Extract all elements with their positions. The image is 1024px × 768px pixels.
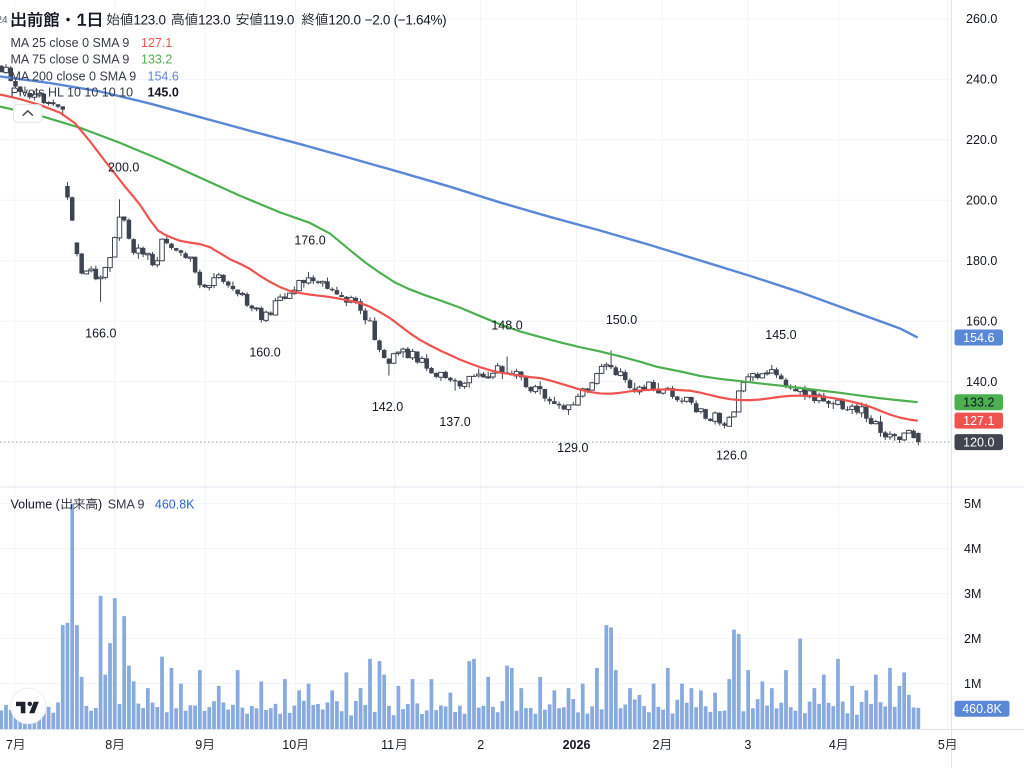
svg-text:4: 4 xyxy=(829,738,836,752)
svg-text:176.0: 176.0 xyxy=(294,234,325,248)
svg-text:137.0: 137.0 xyxy=(439,415,470,429)
svg-text:148.0: 148.0 xyxy=(491,318,522,332)
svg-text:154.6: 154.6 xyxy=(148,69,179,83)
svg-text:127.1: 127.1 xyxy=(963,414,994,428)
svg-text:): ) xyxy=(98,498,102,512)
svg-text:11: 11 xyxy=(381,738,394,752)
svg-text:10: 10 xyxy=(282,738,296,752)
svg-text:142.0: 142.0 xyxy=(372,400,403,414)
svg-text:−2.0 (−1.64%): −2.0 (−1.64%) xyxy=(365,12,447,27)
svg-text:127.1: 127.1 xyxy=(141,36,172,50)
svg-text:120.0: 120.0 xyxy=(963,435,994,449)
svg-text:2M: 2M xyxy=(964,632,981,646)
svg-text:8: 8 xyxy=(105,738,112,752)
svg-text:2: 2 xyxy=(477,738,484,752)
svg-text:133.2: 133.2 xyxy=(963,396,994,410)
svg-text:Volume (: Volume ( xyxy=(11,498,61,512)
svg-text:240.0: 240.0 xyxy=(966,73,997,87)
svg-text:123.0: 123.0 xyxy=(133,12,165,27)
svg-text:Pivots HL 10 10 10 10: Pivots HL 10 10 10 10 xyxy=(11,86,134,100)
svg-text:260.0: 260.0 xyxy=(966,12,997,26)
svg-text:MA 75 close 0 SMA 9: MA 75 close 0 SMA 9 xyxy=(11,53,130,67)
svg-text:460.8K: 460.8K xyxy=(962,702,1002,716)
svg-text:3M: 3M xyxy=(964,587,981,601)
svg-text:180.0: 180.0 xyxy=(966,254,997,268)
svg-text:7: 7 xyxy=(6,738,13,752)
svg-text:2: 2 xyxy=(653,738,660,752)
svg-text:140.0: 140.0 xyxy=(966,375,997,389)
svg-text:5M: 5M xyxy=(964,497,981,511)
svg-text:160.0: 160.0 xyxy=(249,346,280,360)
svg-text:126.0: 126.0 xyxy=(716,448,747,462)
svg-text:SMA 9: SMA 9 xyxy=(108,498,145,512)
svg-text:160.0: 160.0 xyxy=(966,315,997,329)
svg-text:200.0: 200.0 xyxy=(108,161,139,175)
svg-text:4M: 4M xyxy=(964,542,981,556)
svg-text:154.6: 154.6 xyxy=(963,331,994,345)
svg-text:119.0: 119.0 xyxy=(263,12,294,27)
svg-text:2026: 2026 xyxy=(563,738,591,752)
svg-text:123.0: 123.0 xyxy=(198,12,230,27)
svg-text:1M: 1M xyxy=(964,677,981,691)
svg-text:460.8K: 460.8K xyxy=(155,498,195,512)
svg-text:200.0: 200.0 xyxy=(966,194,997,208)
svg-text:3: 3 xyxy=(744,738,751,752)
svg-text:MA 200 close 0 SMA 9: MA 200 close 0 SMA 9 xyxy=(11,69,137,83)
svg-text:5: 5 xyxy=(938,738,945,752)
svg-text:166.0: 166.0 xyxy=(85,327,116,341)
svg-text:133.2: 133.2 xyxy=(141,53,172,67)
svg-text:150.0: 150.0 xyxy=(606,313,637,327)
svg-text:9: 9 xyxy=(195,738,202,752)
svg-text:145.0: 145.0 xyxy=(148,86,179,100)
svg-text:120.0: 120.0 xyxy=(328,12,360,27)
svg-text:145.0: 145.0 xyxy=(765,328,796,342)
svg-text:24: 24 xyxy=(0,15,8,26)
svg-text:220.0: 220.0 xyxy=(966,133,997,147)
svg-text:129.0: 129.0 xyxy=(557,441,588,455)
svg-text:MA 25 close 0 SMA 9: MA 25 close 0 SMA 9 xyxy=(11,36,130,50)
